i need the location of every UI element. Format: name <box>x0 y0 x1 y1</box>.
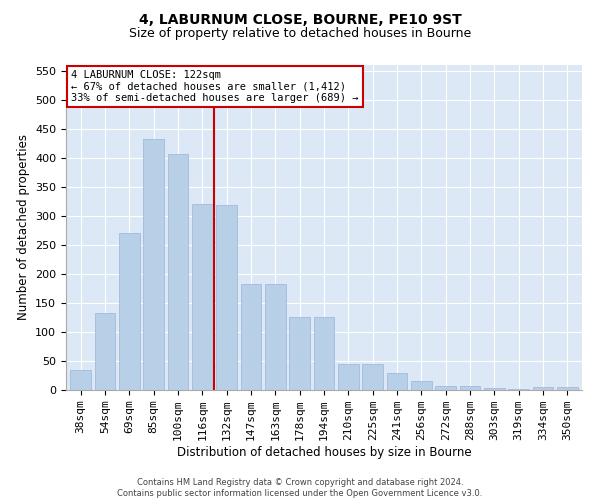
Bar <box>484 388 505 390</box>
Bar <box>508 389 529 390</box>
Bar <box>386 372 407 390</box>
Bar <box>557 387 578 390</box>
Bar <box>119 234 140 390</box>
Bar <box>216 206 237 390</box>
Bar <box>70 370 91 390</box>
Bar <box>338 364 359 390</box>
Bar <box>362 364 383 390</box>
Bar <box>265 284 286 390</box>
X-axis label: Distribution of detached houses by size in Bourne: Distribution of detached houses by size … <box>176 446 472 459</box>
Y-axis label: Number of detached properties: Number of detached properties <box>17 134 29 320</box>
Bar <box>460 386 481 390</box>
Bar <box>192 204 212 390</box>
Bar <box>95 313 115 390</box>
Bar <box>167 154 188 390</box>
Text: 4 LABURNUM CLOSE: 122sqm
← 67% of detached houses are smaller (1,412)
33% of sem: 4 LABURNUM CLOSE: 122sqm ← 67% of detach… <box>71 70 359 103</box>
Bar <box>289 318 310 390</box>
Text: Size of property relative to detached houses in Bourne: Size of property relative to detached ho… <box>129 28 471 40</box>
Bar <box>241 284 262 390</box>
Bar <box>533 387 553 390</box>
Text: Contains HM Land Registry data © Crown copyright and database right 2024.
Contai: Contains HM Land Registry data © Crown c… <box>118 478 482 498</box>
Text: 4, LABURNUM CLOSE, BOURNE, PE10 9ST: 4, LABURNUM CLOSE, BOURNE, PE10 9ST <box>139 12 461 26</box>
Bar <box>436 386 456 390</box>
Bar <box>411 380 432 390</box>
Bar <box>143 140 164 390</box>
Bar <box>314 318 334 390</box>
